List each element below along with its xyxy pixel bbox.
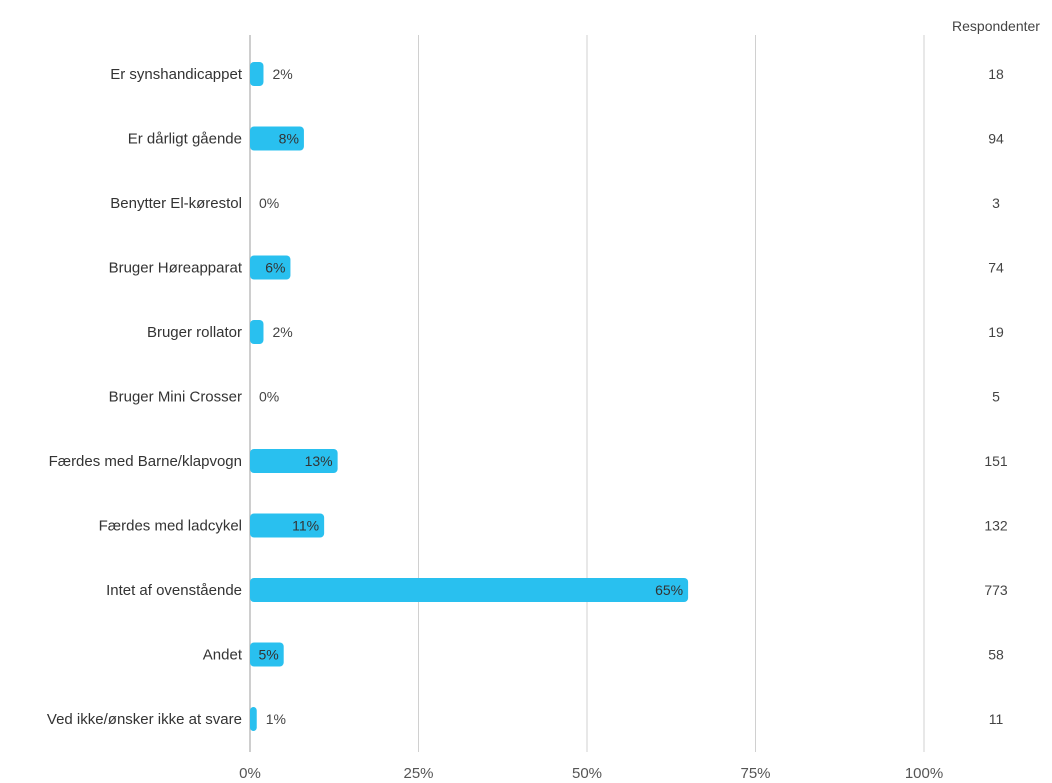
value-label: 2%: [272, 324, 292, 340]
x-tick-label: 100%: [905, 765, 943, 782]
respondents-header: Respondenter: [952, 18, 1040, 34]
respondent-count: 3: [992, 195, 1000, 211]
bar: [250, 449, 338, 473]
category-label: Bruger Høreapparat: [109, 260, 243, 277]
bar: [250, 320, 264, 344]
respondent-count: 132: [984, 518, 1008, 534]
value-label: 6%: [265, 260, 285, 276]
respondent-count: 19: [988, 324, 1004, 340]
bar: [250, 513, 325, 538]
value-label: 13%: [305, 453, 333, 469]
category-label: Andet: [203, 647, 243, 664]
category-label: Benytter El-kørestol: [110, 195, 242, 212]
category-label: Færdes med ladcykel: [99, 518, 242, 535]
category-label: Bruger Mini Crosser: [109, 389, 242, 406]
category-label: Bruger rollator: [147, 324, 242, 341]
category-label: Er dårligt gående: [128, 131, 242, 148]
value-label: 2%: [272, 66, 292, 82]
category-labels: Er synshandicappet Er dårligt gående Benyt…: [47, 66, 243, 728]
value-label: 8%: [279, 131, 299, 147]
x-tick-label: 75%: [740, 765, 770, 782]
respondent-count: 94: [988, 131, 1004, 147]
respondent-count: 5: [992, 389, 1000, 405]
bar: [250, 255, 291, 280]
value-label: 11%: [292, 518, 319, 534]
value-label: 65%: [655, 582, 683, 598]
respondent-count: 151: [984, 453, 1008, 469]
respondent-count: 74: [988, 260, 1004, 276]
value-labels: 2% 8% 0% 6% 2% 0% 13% 11% 65% 5% 1%: [258, 66, 683, 727]
respondent-count: 11: [989, 711, 1004, 727]
category-label: Færdes med Barne/klapvogn: [49, 453, 242, 470]
x-tick-label: 50%: [572, 765, 602, 782]
x-tick-label: 25%: [403, 765, 433, 782]
bar: [250, 707, 257, 731]
respondent-count: 58: [988, 647, 1004, 663]
category-label: Er synshandicappet: [110, 66, 243, 83]
respondent-count: 773: [984, 582, 1008, 598]
bar: [250, 126, 304, 151]
bar: [250, 62, 264, 86]
x-tick-label: 0%: [239, 765, 261, 782]
bar: [250, 642, 284, 667]
gridlines: [249, 35, 925, 752]
value-label: 5%: [258, 647, 278, 663]
respondent-count: 18: [988, 66, 1004, 82]
bars: [250, 62, 689, 731]
x-axis-ticks: 0% 25% 50% 75% 100%: [239, 765, 943, 782]
value-label: 0%: [259, 195, 279, 211]
category-label: Ved ikke/ønsker ikke at svare: [47, 711, 242, 728]
category-label: Intet af ovenstående: [106, 582, 242, 599]
value-label: 1%: [266, 711, 286, 727]
bar: [250, 578, 689, 602]
respondents-column: Respondenter 18 94 3 74 19 5 151 132 773 58 11: [952, 18, 1040, 727]
value-label: 0%: [259, 389, 279, 405]
